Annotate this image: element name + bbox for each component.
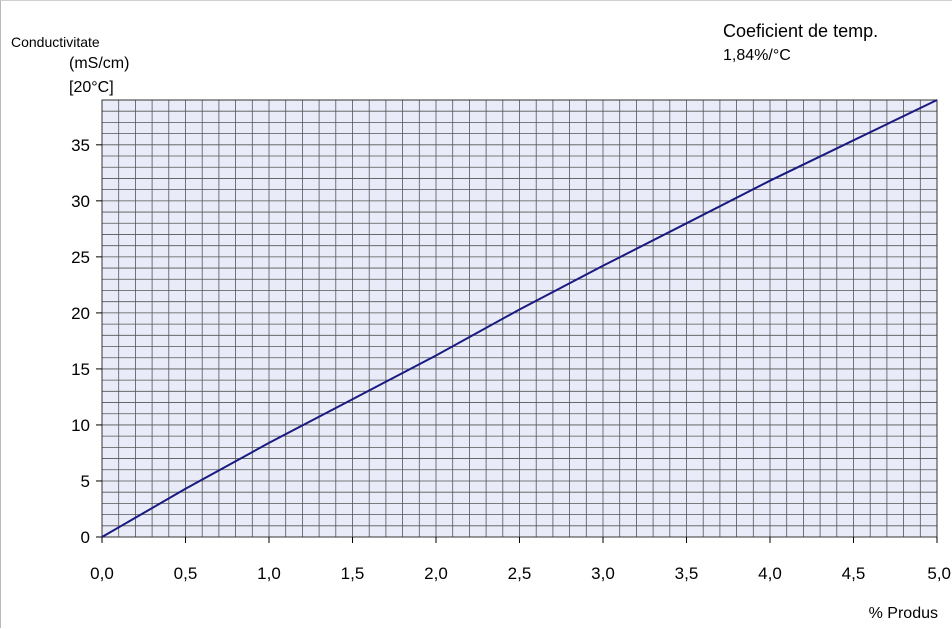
x-tick-label: 2,5 xyxy=(508,564,532,583)
y-tick-label: 25 xyxy=(71,248,90,267)
y-tick-label: 10 xyxy=(71,416,90,435)
x-tick-label: 4,0 xyxy=(758,564,782,583)
y-tick-label: 30 xyxy=(71,192,90,211)
x-axis-label: % Produs xyxy=(868,605,938,622)
y-axis-label-line-3: [20°C] xyxy=(69,79,114,96)
temperature-coefficient-title: Coeficient de temp. xyxy=(723,21,879,41)
x-tick-label: 5,0 xyxy=(927,564,951,583)
y-tick-label: 15 xyxy=(71,360,90,379)
y-tick-label: 0 xyxy=(81,528,90,547)
y-tick-label: 20 xyxy=(71,304,90,323)
x-tick-label: 2,0 xyxy=(424,564,448,583)
series-line xyxy=(101,99,938,538)
y-axis-label-line-2: (mS/cm) xyxy=(69,55,130,72)
x-tick-label: 1,0 xyxy=(257,564,281,583)
x-tick-label: 1,5 xyxy=(341,564,365,583)
x-tick-label: 4,5 xyxy=(842,564,866,583)
x-tick-label: 0,5 xyxy=(174,564,198,583)
y-tick-label: 5 xyxy=(81,472,90,491)
y-axis-label-line-1: Conductivitate xyxy=(11,34,100,50)
x-tick-label: 0,0 xyxy=(90,564,114,583)
x-tick-label: 3,0 xyxy=(591,564,615,583)
temperature-coefficient-value: 1,84%/°C xyxy=(723,47,791,64)
y-tick-label: 35 xyxy=(71,136,90,155)
x-tick-label: 3,5 xyxy=(675,564,699,583)
